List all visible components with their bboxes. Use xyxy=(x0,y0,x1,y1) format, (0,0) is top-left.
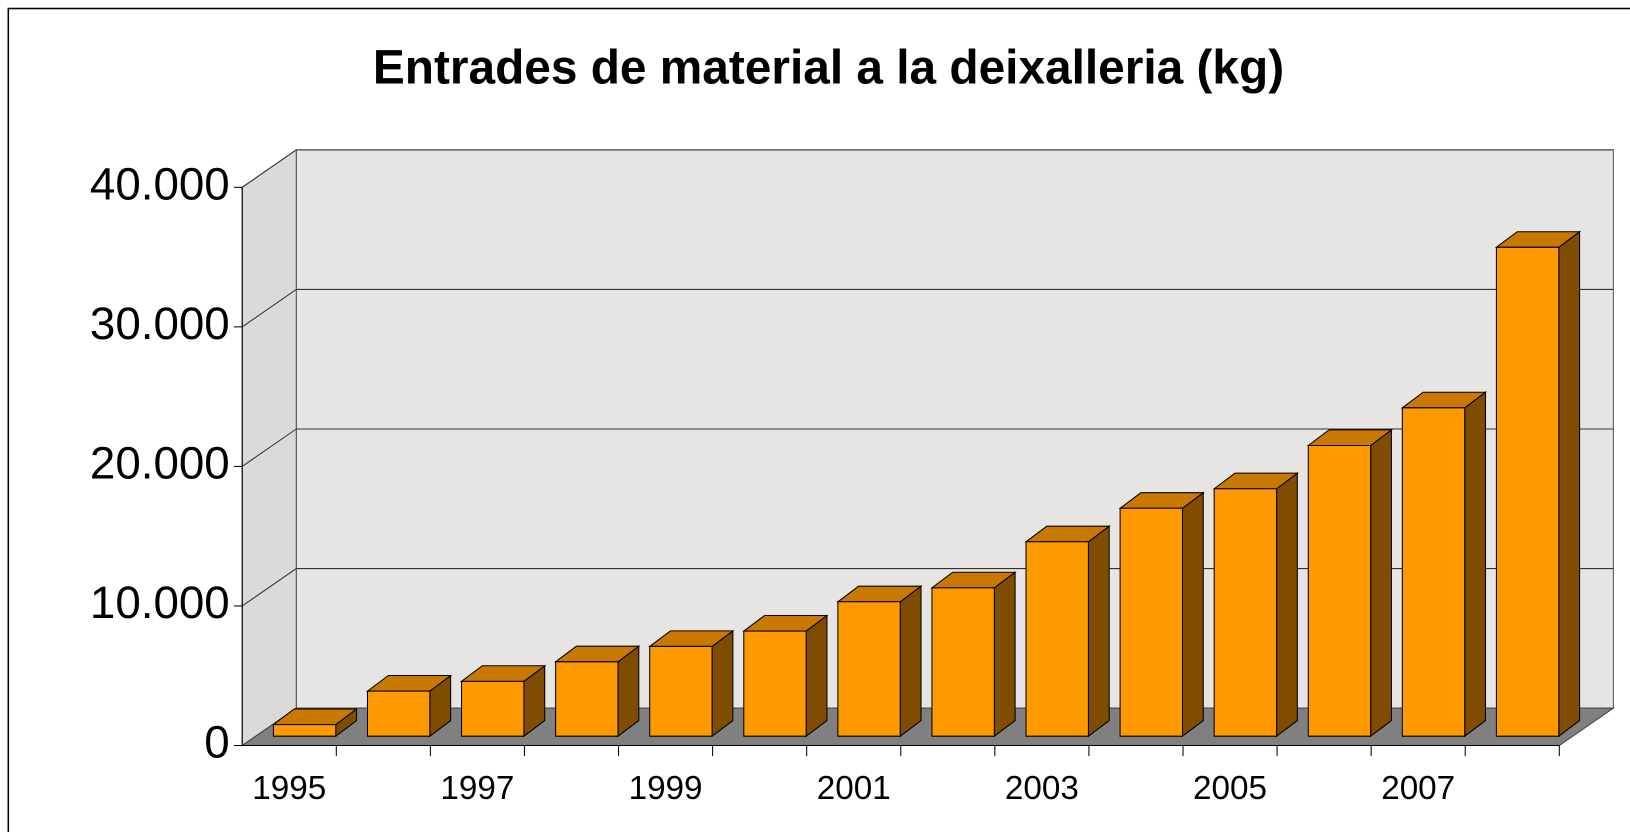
bar xyxy=(365,674,453,738)
bar-front xyxy=(1119,507,1183,737)
bar-front xyxy=(461,680,525,737)
bar xyxy=(1400,391,1488,738)
bar xyxy=(271,707,359,738)
x-tick-label: 2003 xyxy=(1005,770,1079,807)
y-tick-label: 40.000 xyxy=(90,158,230,209)
x-tick-label: 2005 xyxy=(1193,770,1267,807)
bar xyxy=(459,664,547,738)
bar xyxy=(1306,428,1393,738)
bar xyxy=(1494,230,1582,738)
bar-front xyxy=(272,724,337,737)
x-tick-label: 1997 xyxy=(440,770,514,807)
grid-line-side xyxy=(241,149,297,188)
y-tick-label: 30.000 xyxy=(90,298,230,349)
grid-line-side xyxy=(241,428,297,467)
bar-front xyxy=(555,661,619,737)
bar-front xyxy=(1307,444,1372,737)
y-tick-label: 10.000 xyxy=(90,577,230,628)
x-tick-label: 2007 xyxy=(1381,770,1455,807)
bar xyxy=(930,571,1017,738)
bar-side xyxy=(805,614,828,738)
bar xyxy=(836,585,923,738)
bar-front xyxy=(649,645,713,737)
y-tick-label: 20.000 xyxy=(90,437,230,488)
bar-side xyxy=(1181,491,1204,738)
bar-side xyxy=(1558,230,1581,738)
bar-side xyxy=(711,629,734,738)
bar-side xyxy=(993,571,1016,738)
bar-side xyxy=(1087,525,1110,738)
bar-front xyxy=(1495,246,1560,737)
bar xyxy=(1118,491,1205,738)
bar-front xyxy=(931,587,995,737)
bar-side xyxy=(1370,428,1392,738)
chart-title: Entrades de material a la deixalleria (k… xyxy=(373,41,1284,94)
x-tick-label: 2001 xyxy=(817,770,891,807)
bar-side xyxy=(1276,472,1298,738)
x-tick-label: 1995 xyxy=(252,770,326,807)
grid-line-side xyxy=(241,568,297,607)
y-tick-label: 0 xyxy=(204,717,229,768)
bar-front xyxy=(1025,541,1089,737)
bar-front xyxy=(1401,407,1466,737)
bar-side xyxy=(1464,391,1487,738)
grid-line-side xyxy=(241,289,297,328)
bar-front xyxy=(366,690,431,737)
bar-front xyxy=(743,630,807,737)
bar-side xyxy=(899,585,922,738)
bar xyxy=(1212,472,1299,738)
bar-front xyxy=(837,601,901,737)
bar-front xyxy=(1213,488,1278,737)
bar xyxy=(742,614,829,738)
x-tick-label: 1999 xyxy=(629,770,703,807)
bar xyxy=(1024,525,1111,738)
bar xyxy=(554,645,641,738)
bar xyxy=(648,629,735,738)
